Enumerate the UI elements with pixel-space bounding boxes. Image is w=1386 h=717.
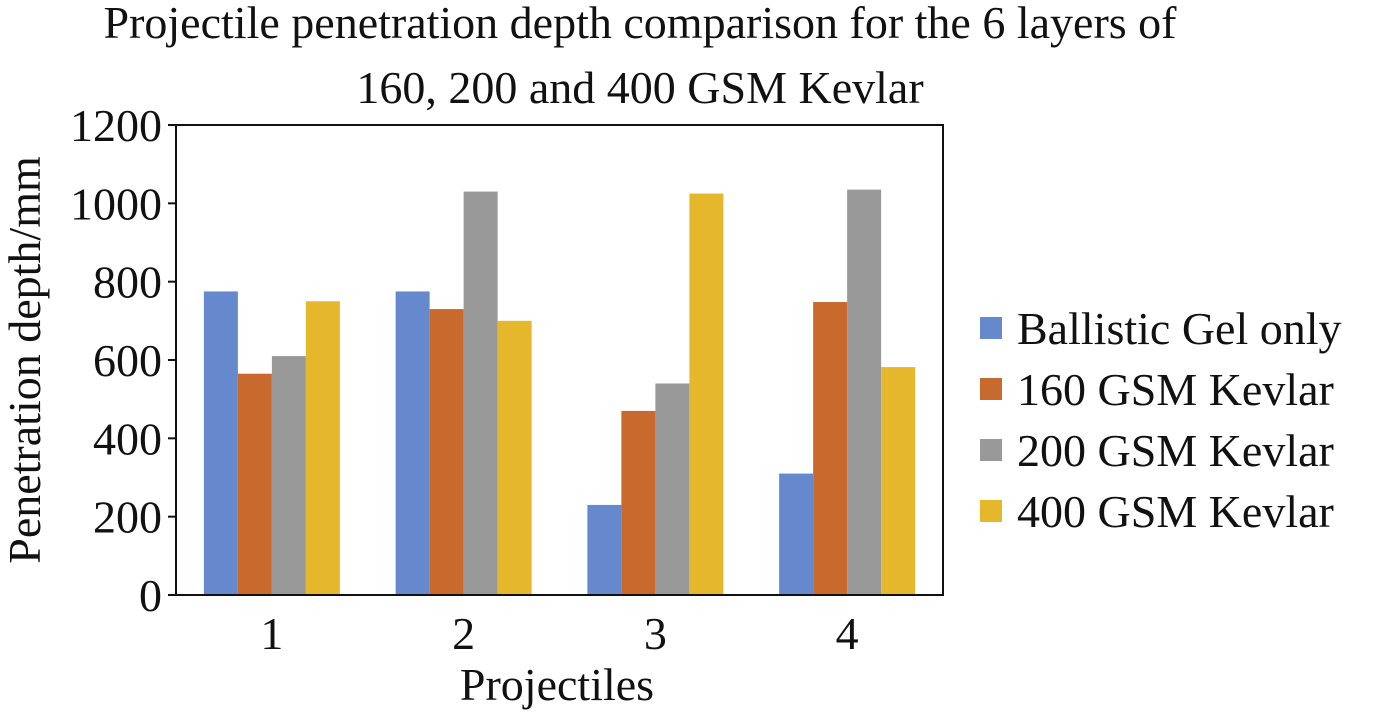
x-tick-label: 3 [644,608,667,659]
x-tick-label: 2 [452,608,475,659]
x-axis-ticks: 1 2 3 4 [260,608,858,659]
legend-label: Ballistic Gel only [1017,303,1342,354]
y-axis-ticks: 0 200 400 600 800 1000 1200 [70,100,176,621]
bar-ballistic-gel-only-projectile-2 [395,291,430,595]
legend-swatch [980,378,1002,400]
x-tick-label: 4 [836,608,859,659]
y-tick-label: 800 [93,257,162,308]
bar-ballistic-gel-only-projectile-3 [587,504,622,595]
bar-160-gsm-kevlar-projectile-4 [813,302,848,595]
chart-title-line-2: 160, 200 and 400 GSM Kevlar [356,62,923,113]
bar-400-gsm-kevlar-projectile-4 [881,367,916,595]
y-tick-label: 600 [93,335,162,386]
bars-layer [203,189,916,596]
bar-ballistic-gel-only-projectile-1 [203,291,238,595]
bar-160-gsm-kevlar-projectile-3 [621,410,656,595]
y-tick-label: 1000 [70,178,162,229]
bar-200-gsm-kevlar-projectile-2 [463,191,498,596]
bar-400-gsm-kevlar-projectile-3 [689,193,724,595]
legend-label: 160 GSM Kevlar [1017,364,1334,415]
y-tick-label: 0 [139,570,162,621]
bar-160-gsm-kevlar-projectile-2 [429,309,464,595]
bar-200-gsm-kevlar-projectile-1 [271,356,306,595]
bar-ballistic-gel-only-projectile-4 [779,473,814,595]
legend-label: 400 GSM Kevlar [1017,486,1334,537]
legend-label: 200 GSM Kevlar [1017,425,1334,476]
bar-400-gsm-kevlar-projectile-1 [305,301,340,595]
legend-swatch [980,439,1002,461]
chart-title-line-1: Projectile penetration depth comparison … [104,0,1178,48]
legend-swatch [980,500,1002,522]
legend-swatch [980,317,1002,339]
bar-400-gsm-kevlar-projectile-2 [497,320,532,595]
bar-200-gsm-kevlar-projectile-4 [847,189,882,595]
y-axis-label: Penetration depth/mm [0,156,50,564]
y-tick-label: 400 [93,413,162,464]
y-tick-label: 1200 [70,100,162,151]
legend: Ballistic Gel only 160 GSM Kevlar 200 GSM … [980,303,1342,537]
x-tick-label: 1 [260,608,283,659]
bar-200-gsm-kevlar-projectile-3 [655,383,690,595]
y-tick-label: 200 [93,492,162,543]
x-axis-label: Projectiles [460,659,654,710]
bar-160-gsm-kevlar-projectile-1 [237,373,272,595]
